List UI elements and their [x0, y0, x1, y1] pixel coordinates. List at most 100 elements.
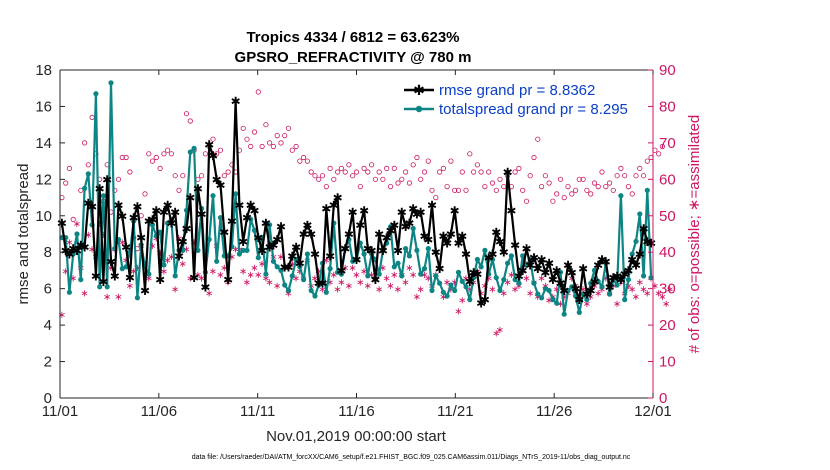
x-tick-label: 11/11 — [240, 403, 275, 420]
obs-assimilated-point: ∗ — [152, 234, 160, 245]
totalspread-point — [554, 300, 560, 306]
totalspread-point — [539, 295, 545, 301]
totalspread-point — [210, 193, 216, 199]
rmse-point: ✱ — [453, 237, 463, 251]
obs-assimilated-point: ∗ — [364, 281, 372, 292]
totalspread-point — [584, 297, 590, 303]
rmse-point: ✱ — [412, 208, 422, 222]
totalspread-point — [66, 289, 72, 295]
obs-assimilated-point: ∗ — [458, 296, 466, 307]
obs-assimilated-point: ∗ — [103, 292, 111, 303]
rmse-point: ✱ — [586, 284, 596, 298]
obs-possible-point — [618, 165, 624, 171]
totalspread-point — [376, 271, 382, 277]
obs-possible-point — [353, 169, 360, 175]
obs-assimilated-point: ∗ — [356, 277, 364, 288]
obs-assimilated-point: ∗ — [651, 281, 659, 292]
rmse-point: ✱ — [472, 268, 482, 282]
totalspread-point — [463, 284, 469, 290]
obs-assimilated-point: ∗ — [73, 219, 81, 230]
rmse-point: ✱ — [521, 242, 531, 256]
y-tick-label-left: 2 — [44, 354, 52, 371]
obs-assimilated-point: ∗ — [503, 277, 511, 288]
rmse-point: ✱ — [223, 273, 233, 287]
obs-possible-point — [474, 162, 480, 168]
rmse-point: ✱ — [166, 217, 176, 231]
obs-possible-point — [610, 187, 616, 193]
rmse-point: ✱ — [132, 200, 142, 214]
obs-possible-point — [289, 147, 295, 153]
totalspread-point — [161, 262, 167, 268]
obs-possible-point — [595, 184, 601, 190]
rmse-point: ✱ — [382, 231, 392, 245]
obs-assimilated-point: ∗ — [118, 237, 126, 248]
obs-assimilated-point: ∗ — [587, 292, 595, 303]
rmse-point: ✱ — [620, 268, 630, 282]
obs-possible-point — [644, 158, 650, 164]
rmse-point: ✱ — [601, 255, 611, 269]
rmse-point: ✱ — [231, 95, 241, 109]
rmse-point: ✱ — [125, 271, 135, 285]
obs-assimilated-point: ∗ — [69, 274, 77, 285]
totalspread-point — [607, 291, 613, 297]
obs-possible-point — [467, 151, 473, 157]
rmse-point: ✱ — [155, 273, 165, 287]
totalspread-point — [437, 280, 443, 286]
totalspread-point — [633, 238, 639, 244]
totalspread-point — [614, 282, 620, 288]
obs-assimilated-point: ∗ — [443, 277, 451, 288]
obs-possible-point — [176, 187, 182, 193]
obs-possible-point — [622, 173, 628, 179]
rmse-point: ✱ — [351, 253, 361, 267]
totalspread-point — [312, 293, 318, 299]
rmse-point: ✱ — [476, 297, 486, 311]
totalspread-point — [448, 282, 454, 288]
rmse-point: ✱ — [484, 251, 494, 265]
obs-possible-point — [569, 191, 575, 197]
obs-possible-point — [516, 165, 522, 171]
rmse-point: ✱ — [503, 166, 513, 180]
totalspread-point — [395, 260, 401, 266]
obs-possible-point — [312, 173, 318, 179]
obs-possible-point — [278, 140, 284, 146]
totalspread-point — [304, 251, 310, 257]
rmse-point: ✱ — [359, 204, 369, 218]
obs-assimilated-point: ∗ — [163, 256, 171, 267]
totalspread-point — [285, 287, 292, 294]
obs-assimilated-point: ∗ — [179, 259, 187, 270]
rmse-point: ✱ — [344, 228, 354, 242]
obs-assimilated-point: ∗ — [496, 325, 504, 336]
rmse-point: ✱ — [469, 266, 479, 280]
obs-assimilated-point: ∗ — [167, 252, 175, 263]
rmse-point: ✱ — [446, 228, 456, 242]
obs-possible-point — [580, 176, 586, 182]
rmse-point: ✱ — [185, 191, 195, 205]
rmse-point: ✱ — [367, 244, 377, 258]
y-tick-label-left: 0 — [44, 390, 52, 407]
totalspread-point — [97, 284, 103, 290]
obs-assimilated-point: ∗ — [273, 281, 281, 292]
obs-possible-point — [440, 165, 446, 171]
obs-assimilated-point: ∗ — [560, 292, 568, 303]
obs-assimilated-point: ∗ — [175, 234, 183, 245]
totalspread-point — [172, 273, 178, 279]
obs-assimilated-point: ∗ — [655, 288, 663, 299]
rmse-point: ✱ — [450, 204, 460, 218]
totalspread-point — [308, 287, 314, 294]
rmse-point: ✱ — [306, 228, 316, 242]
rmse-point: ✱ — [438, 229, 448, 243]
obs-possible-point — [346, 162, 352, 168]
obs-possible-point — [410, 162, 416, 168]
legend-box — [398, 77, 646, 121]
obs-possible-point — [478, 169, 484, 175]
rmse-point: ✱ — [544, 257, 554, 271]
obs-possible-point — [240, 125, 246, 131]
rmse-point: ✱ — [83, 197, 93, 211]
totalspread-point — [641, 273, 647, 279]
obs-assimilated-point: ∗ — [277, 252, 285, 263]
obs-assimilated-point: ∗ — [473, 266, 481, 277]
obs-assimilated-point: ∗ — [216, 270, 224, 281]
obs-assimilated-point: ∗ — [666, 285, 674, 296]
obs-possible-point — [361, 165, 367, 171]
